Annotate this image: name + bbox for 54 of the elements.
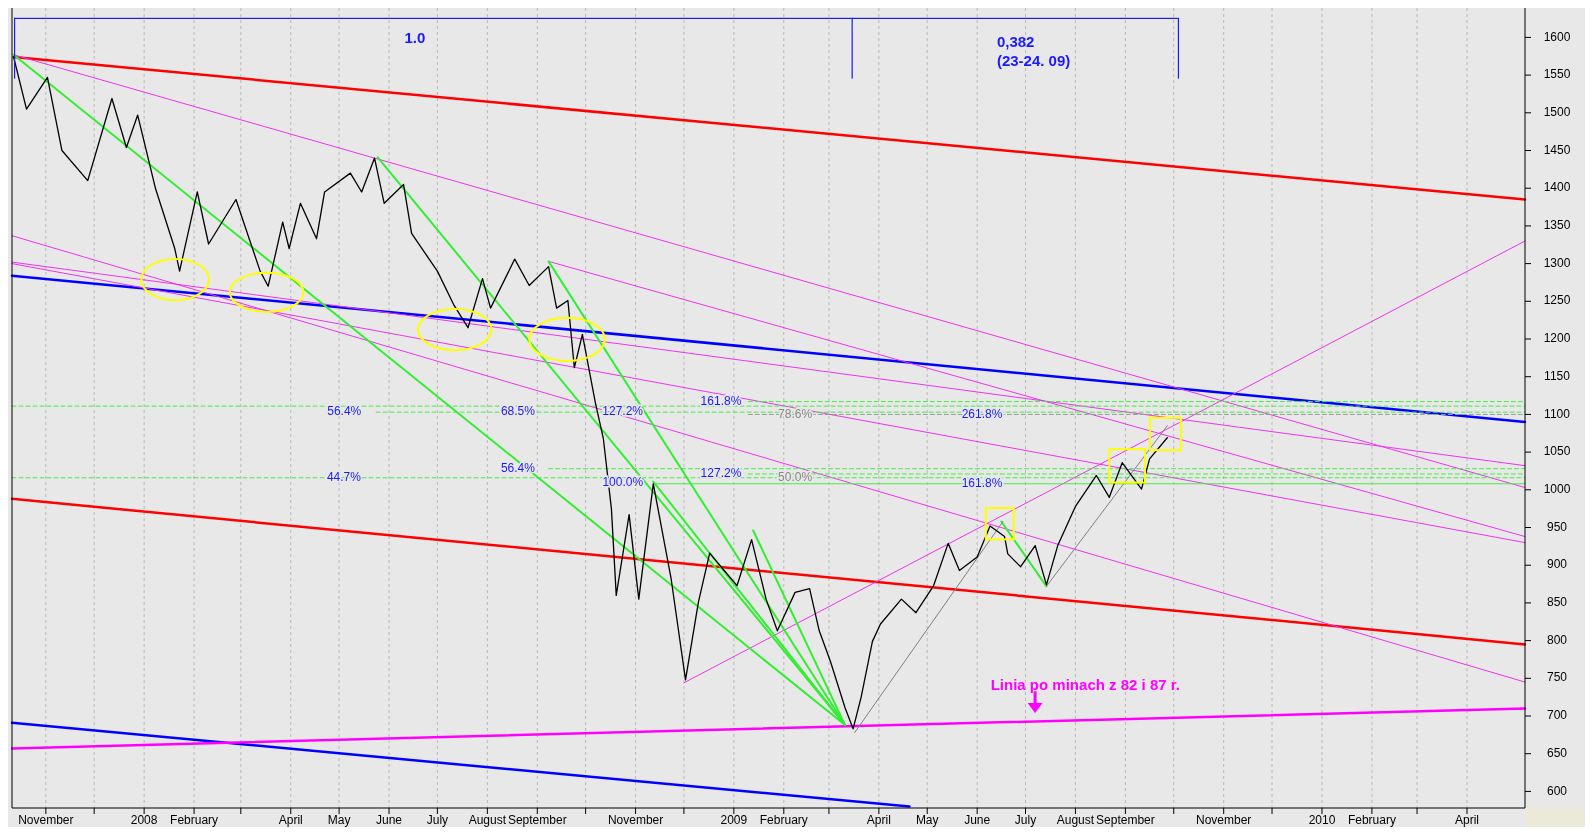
x-tick-label: September: [1096, 813, 1155, 828]
y-tick-label: 900: [1546, 557, 1568, 572]
x-tick-label: June: [376, 813, 403, 828]
x-tick-label: February: [1347, 813, 1396, 828]
annotation: 68.5%: [500, 404, 536, 419]
x-tick-label: November: [1196, 813, 1252, 828]
y-tick-label: 1550: [1543, 67, 1571, 82]
x-tick-label: July: [426, 813, 449, 828]
y-tick-label: 1050: [1543, 444, 1571, 459]
annotation: 1.0: [404, 29, 426, 47]
y-tick-label: 1100: [1544, 406, 1571, 421]
annotation: 44.7%: [326, 469, 362, 484]
x-tick-label: August: [468, 813, 507, 828]
x-tick-label: April: [278, 813, 303, 828]
x-tick-label: 2008: [130, 813, 158, 828]
x-tick-label: June: [964, 813, 991, 828]
x-tick-label: July: [1014, 813, 1037, 828]
y-tick-label: 750: [1546, 670, 1568, 685]
y-tick-label: 850: [1546, 595, 1568, 610]
x-tick-label: April: [1454, 813, 1479, 828]
x-tick-label: 2009: [720, 813, 748, 828]
y-tick-label: 1400: [1543, 180, 1571, 195]
y-tick-label: 1500: [1543, 104, 1571, 119]
y-tick-label: 1000: [1543, 481, 1571, 496]
y-tick-label: 1150: [1544, 368, 1571, 383]
x-tick-label: November: [18, 813, 74, 828]
y-tick-label: 1250: [1543, 293, 1571, 308]
x-tick-label: September: [507, 813, 567, 828]
x-tick-label: April: [866, 813, 891, 828]
x-tick-label: February: [759, 813, 808, 828]
y-tick-label: 1450: [1543, 142, 1571, 157]
annotation: Linia po minach z 82 i 87 r.: [990, 676, 1180, 694]
annotation: (23-24. 09): [996, 51, 1071, 69]
y-tick-label: 1300: [1543, 255, 1571, 270]
y-tick-label: 950: [1546, 519, 1568, 534]
annotation: 127.2%: [602, 404, 644, 419]
x-tick-label: May: [327, 813, 351, 828]
x-tick-label: August: [1056, 813, 1095, 828]
x-tick-label: May: [915, 813, 939, 828]
annotation: 0,382: [996, 33, 1035, 51]
x-tick-label: February: [170, 813, 219, 828]
x-tick-label: November: [607, 813, 664, 828]
y-tick-label: 600: [1546, 783, 1568, 798]
y-tick-label: 1600: [1543, 29, 1571, 44]
y-tick-label: 1350: [1543, 218, 1571, 233]
y-tick-label: 1200: [1543, 331, 1571, 346]
y-tick-label: 650: [1546, 745, 1568, 760]
annotation: 161.8%: [700, 393, 742, 408]
y-tick-label: 700: [1546, 708, 1568, 723]
annotation: 261.8%: [961, 406, 1003, 421]
x-tick-label: 2010: [1308, 813, 1336, 828]
annotation: 56.4%: [327, 404, 362, 419]
y-tick-label: 800: [1546, 632, 1568, 647]
annotation: 127.2%: [700, 466, 742, 481]
